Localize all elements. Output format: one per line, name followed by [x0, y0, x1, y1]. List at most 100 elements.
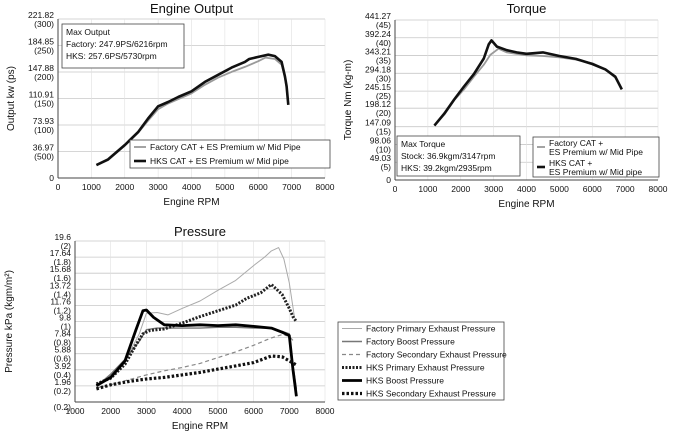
pressure-legend-box: [337, 321, 505, 401]
output-y-tick-sub-label: (300): [34, 19, 54, 29]
pressure-legend-label: Factory Primary Exhaust Pressure: [366, 324, 496, 334]
torque-y-tick-label: 198.12: [365, 99, 391, 109]
torque-x-tick-label: 7000: [616, 184, 635, 194]
torque-y-tick-label: 392.24: [365, 29, 391, 39]
output-y-tick-label: 36.97: [33, 143, 55, 153]
pressure-y-tick-sub-label: (1.8): [54, 257, 72, 267]
pressure-y-tick-label: 15.68: [50, 264, 72, 274]
pressure-y-tick-sub-label: (1): [61, 322, 72, 332]
output-y-tick-label: 221.82: [28, 10, 54, 20]
torque-y-tick-label: 441.27: [365, 11, 391, 21]
torque-y-tick-sub-label: (35): [376, 56, 391, 66]
torque-y-tick-label: 147.09: [365, 118, 391, 128]
torque-annotation-line: Max Torque: [401, 139, 446, 149]
pressure-y-tick-sub-label: (1.6): [54, 273, 72, 283]
output-chart: Engine Output 0 36.97(500) 73.93(100) 110.91…: [6, 1, 335, 208]
torque-x-tick-label: 1000: [418, 184, 437, 194]
torque-y-axis-label: Torque Nm (kg-m): [343, 60, 354, 141]
pressure-y-tick-sub-label: (0.4): [54, 370, 72, 380]
output-x-tick-label: 3000: [149, 182, 168, 192]
output-annotation-line: HKS: 257.6PS/5730rpm: [66, 51, 157, 61]
pressure-series-line-3: [95, 283, 298, 386]
pressure-legend-label: Factory Secondary Exhaust Pressure: [366, 350, 507, 360]
pressure-series-line-4: [95, 308, 298, 397]
torque-y-tick-label: 343.21: [365, 47, 391, 57]
torque-y-tick-label: 245.15: [365, 82, 391, 92]
pressure-legend-label: HKS Primary Exhaust Pressure: [366, 363, 485, 373]
pressure-y-tick-label: 11.76: [50, 296, 71, 306]
output-y-tick-sub-label: (100): [34, 125, 54, 135]
torque-y-tick-sub-label: (25): [376, 91, 391, 101]
pressure-legend-label: Factory Boost Pressure: [366, 337, 455, 347]
pressure-y-tick-label: 19.6: [54, 232, 71, 242]
pressure-series-line-5: [95, 354, 298, 391]
output-x-tick-label: 1000: [82, 182, 101, 192]
pressure-x-tick-label: 3000: [137, 406, 156, 416]
pressure-legend-label: HKS Secondary Exhaust Pressure: [366, 389, 496, 399]
pressure-y-tick-label: 3.92: [54, 361, 71, 371]
output-x-axis-label: Engine RPM: [163, 197, 219, 208]
torque-x-axis-label: Engine RPM: [498, 199, 554, 210]
torque-y-tick-sub-label: (40): [376, 38, 391, 48]
output-annotation-line: Max Output: [66, 27, 111, 37]
pressure-y-tick-sub-label: (0.2): [54, 402, 72, 412]
pressure-x-tick-label: 4000: [173, 406, 192, 416]
torque-annotation-line: Stock: 36.9kgm/3147rpm: [401, 151, 496, 161]
output-legend-box: [129, 139, 331, 169]
pressure-x-tick-label: 5000: [208, 406, 227, 416]
torque-y-tick-sub-label: (15): [376, 127, 391, 137]
torque-x-tick-label: 3000: [484, 184, 503, 194]
pressure-y-tick-sub-label: (1.2): [54, 305, 72, 315]
torque-annotation-line: HKS: 39.2kgm/2935rpm: [401, 163, 492, 173]
torque-y-tick-sub-label: (10): [376, 144, 391, 154]
output-y-tick-label: 184.85: [28, 37, 54, 47]
output-x-tick-label: 8000: [316, 182, 335, 192]
pressure-y-tick-sub-label: (0.2): [54, 386, 72, 396]
torque-x-tick-label: 2000: [451, 184, 470, 194]
output-x-tick-label: 0: [56, 182, 61, 192]
torque-x-tick-label: 8000: [649, 184, 668, 194]
output-y-tick-label: 0: [49, 173, 54, 183]
pressure-y-tick-label: 1.96: [54, 377, 71, 387]
pressure-y-tick-sub-label: (0.6): [54, 354, 72, 364]
pressure-y-tick-sub-label: (1.4): [54, 289, 72, 299]
pressure-title: Pressure: [174, 224, 226, 239]
torque-y-tick-label: 98.06: [370, 135, 392, 145]
pressure-y-tick-label: 5.88: [54, 345, 71, 355]
output-x-tick-label: 4000: [182, 182, 201, 192]
pressure-chart: Pressure(0.2)1.96(0.2)3.92(0.4)5.88(0.6)…: [4, 224, 507, 432]
pressure-y-tick-label: 17.64: [50, 248, 72, 258]
output-series-line-1: [95, 53, 290, 167]
output-x-tick-label: 2000: [115, 182, 134, 192]
torque-y-tick-sub-label: (30): [376, 73, 391, 83]
pressure-y-axis-label: Pressure kPa (kgm/m²): [4, 270, 15, 373]
pressure-y-tick-sub-label: (2): [61, 241, 72, 251]
output-y-tick-label: 73.93: [33, 116, 55, 126]
output-y-tick-label: 110.91: [29, 90, 55, 100]
output-x-tick-label: 7000: [282, 182, 301, 192]
output-title: Engine Output: [150, 1, 234, 16]
torque-annotation-box: [396, 135, 521, 177]
torque-y-tick-sub-label: (5): [381, 162, 392, 172]
pressure-x-tick-label: 8000: [316, 406, 335, 416]
pressure-legend-label: HKS Boost Pressure: [366, 376, 444, 386]
torque-y-tick-sub-label: (45): [376, 20, 391, 30]
output-y-tick-label: 147.88: [28, 63, 54, 73]
output-annotation-box: [61, 23, 185, 69]
torque-legend-box: [532, 136, 660, 178]
pressure-y-tick-sub-label: (0.8): [54, 338, 72, 348]
torque-y-tick-sub-label: (20): [376, 108, 391, 118]
torque-title: Torque: [507, 1, 547, 16]
pressure-x-tick-label: 7000: [280, 406, 299, 416]
pressure-series-line-2: [96, 334, 294, 389]
torque-legend-label: Factory CAT + ES Premium w/ Mid Pipe: [549, 138, 643, 157]
output-annotation-line: Factory: 247.9PS/6216rpm: [66, 39, 168, 49]
output-y-tick-sub-label: (500): [34, 152, 54, 162]
output-y-tick-sub-label: (200): [34, 72, 54, 82]
output-legend-label: Factory CAT + ES Premium w/ Mid Pipe: [150, 142, 301, 152]
torque-series-line-1: [433, 39, 623, 127]
torque-legend-label: HKS CAT + ES Premium w/ Mid pipe: [549, 158, 642, 177]
torque-x-tick-label: 5000: [550, 184, 569, 194]
pressure-series-line-0: [96, 247, 296, 386]
